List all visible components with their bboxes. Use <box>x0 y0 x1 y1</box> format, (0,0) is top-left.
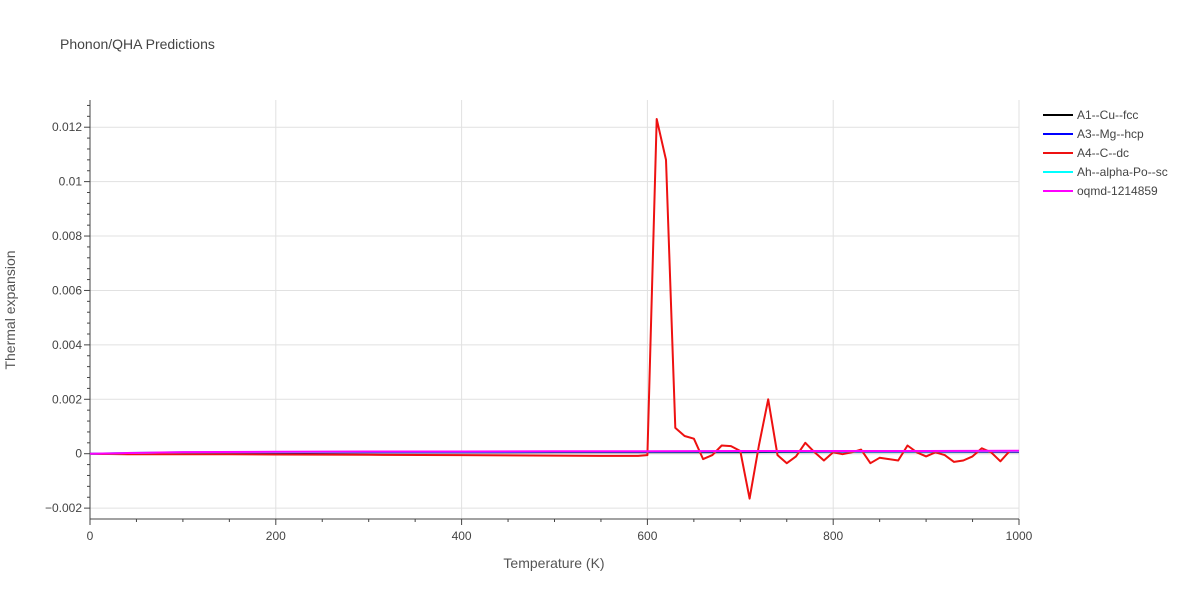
y-tick-label: 0.006 <box>52 283 82 297</box>
series-line-oqmd-1214859[interactable] <box>89 449 1020 455</box>
x-tick-label: 200 <box>266 529 286 543</box>
axes: 0 200 400 600 800 1000 −0.002 0 0.002 0.004 0.006 0… <box>45 100 1033 543</box>
y-tick-label: 0.012 <box>52 120 82 134</box>
x-tick-label: 1000 <box>1006 529 1033 543</box>
chart-title: Phonon/QHA Predictions <box>60 36 215 52</box>
y-tick-label: −0.002 <box>45 501 82 515</box>
series-lines[interactable] <box>89 118 1020 500</box>
legend-label: A4--C--dc <box>1077 146 1129 160</box>
y-axis-title: Thermal expansion <box>2 250 18 369</box>
series-line-a4-c-dc[interactable] <box>89 118 1011 500</box>
legend-item-a3-mg-hcp[interactable]: A3--Mg--hcp <box>1043 127 1144 141</box>
y-tick-label: 0.002 <box>52 392 82 406</box>
legend-item-oqmd-1214859[interactable]: oqmd-1214859 <box>1043 184 1158 198</box>
legend-item-a1-cu-fcc[interactable]: A1--Cu--fcc <box>1043 108 1138 122</box>
legend-item-ah-alpha-po-sc[interactable]: Ah--alpha-Po--sc <box>1043 165 1168 179</box>
legend-label: Ah--alpha-Po--sc <box>1077 165 1168 179</box>
y-tick-label: 0.004 <box>52 338 82 352</box>
legend-item-a4-c-dc[interactable]: A4--C--dc <box>1043 146 1129 160</box>
y-tick-label: 0.008 <box>52 229 82 243</box>
legend-label: A1--Cu--fcc <box>1077 108 1138 122</box>
legend-label: oqmd-1214859 <box>1077 184 1158 198</box>
x-tick-label: 400 <box>452 529 472 543</box>
x-tick-label: 600 <box>637 529 657 543</box>
legend[interactable]: A1--Cu--fcc A3--Mg--hcp A4--C--dc Ah--alpha… <box>1043 108 1168 198</box>
legend-label: A3--Mg--hcp <box>1077 127 1144 141</box>
x-tick-label: 0 <box>87 529 94 543</box>
y-tick-label: 0 <box>75 447 82 461</box>
grid <box>90 100 1020 519</box>
x-tick-label: 800 <box>823 529 843 543</box>
y-tick-label: 0.01 <box>59 175 83 189</box>
x-axis-title: Temperature (K) <box>503 555 604 571</box>
